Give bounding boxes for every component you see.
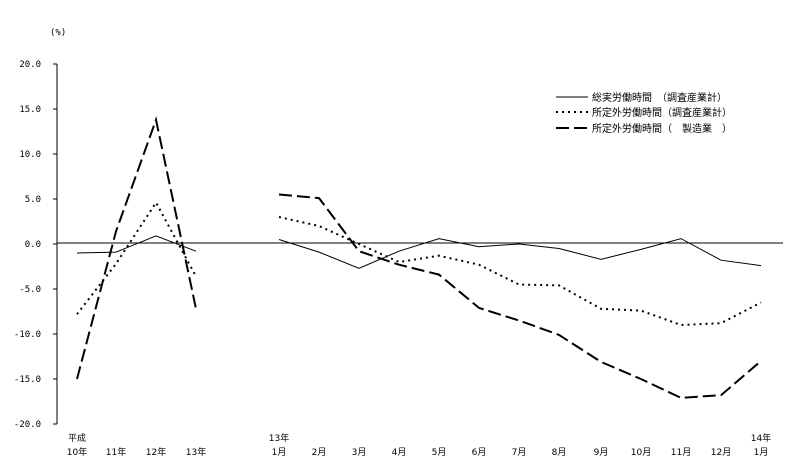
y-tick-label: 0.0 — [25, 240, 41, 250]
y-tick-label: 5.0 — [25, 195, 41, 205]
x-tick-label: 8月 — [552, 447, 567, 458]
x-tick-label: 10月 — [631, 447, 651, 458]
x-tick-label: 7月 — [512, 447, 527, 458]
legend-label: 所定外労働時間（ 製造業 ） — [592, 122, 732, 135]
series-lines — [76, 116, 762, 399]
x-tick-label-top: 14年 — [751, 432, 771, 444]
series-line-1-annual — [76, 235, 197, 254]
series-line-3-annual — [76, 116, 197, 380]
x-tick-label: 11月 — [671, 447, 691, 458]
legend-label: 所定外労働時間（調査産業計） — [592, 106, 732, 119]
x-ticks: 平成 10年 11年 12年 13年 13年 1月 2月 3月 4月 5月 6月 7月 8月 9月 10月 11… — [67, 432, 771, 458]
x-tick-label: 3月 — [352, 447, 367, 458]
x-tick-label-top: 平成 — [68, 432, 86, 444]
series-line-1-monthly — [278, 238, 762, 269]
y-tick-label: 20.0 — [19, 60, 41, 70]
legend-label: 総実労働時間 （調査産業計） — [592, 91, 727, 104]
y-tick-label: 15.0 — [19, 105, 41, 115]
x-tick-label: 1月 — [754, 447, 769, 458]
x-tick-label: 1月 — [272, 447, 287, 458]
y-axis-label: (%) — [50, 28, 66, 38]
x-tick-label: 5月 — [432, 447, 447, 458]
y-tick-label: -20.0 — [14, 420, 41, 430]
y-tick-label: -5.0 — [19, 285, 41, 295]
x-tick-label: 6月 — [472, 447, 487, 458]
x-tick-label: 2月 — [312, 447, 327, 458]
y-tick-label: 10.0 — [19, 150, 41, 160]
y-tick-label: -10.0 — [14, 330, 41, 340]
x-tick-label: 11年 — [106, 446, 126, 458]
x-tick-label: 9月 — [594, 447, 609, 458]
y-ticks: 20.0 15.0 10.0 5.0 0.0 -5.0 -10.0 -15.0 -20.0 — [14, 60, 57, 430]
x-tick-label: 10年 — [67, 446, 87, 458]
x-tick-label: 12月 — [711, 447, 731, 458]
legend: 総実労働時間 （調査産業計） 所定外労働時間（調査産業計） 所定外労働時間（ 製造業… — [556, 91, 732, 135]
series-line-3-monthly — [278, 193, 762, 399]
series-line-2-monthly — [278, 216, 762, 327]
series-line-2-annual — [76, 200, 197, 315]
x-tick-label-top: 13年 — [269, 432, 289, 444]
x-tick-label: 4月 — [392, 447, 407, 458]
y-tick-label: -15.0 — [14, 375, 41, 385]
x-tick-label: 13年 — [186, 446, 206, 458]
x-tick-label: 12年 — [146, 446, 166, 458]
